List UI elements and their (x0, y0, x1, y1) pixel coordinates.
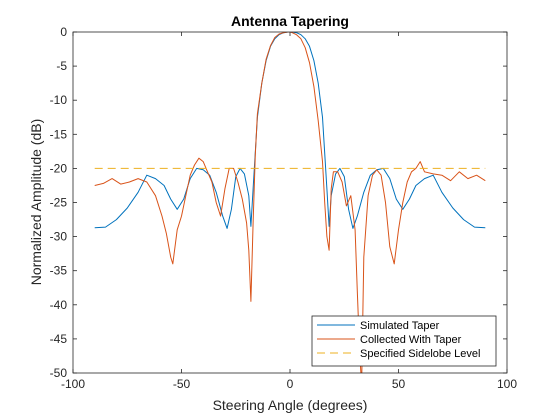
legend-label-1: Simulated Taper (360, 320, 440, 332)
y-tick-label: 0 (60, 25, 67, 39)
x-tick-label: -50 (173, 377, 191, 391)
ticks-layer: -100 -50 0 50 1000-5-10-15-20-25-30-35-40-45… (50, 25, 518, 391)
y-tick-label: -40 (50, 298, 68, 312)
y-tick-label: -20 (50, 161, 68, 175)
y-tick-label: -45 (50, 332, 68, 346)
x-tick-label: -100 (61, 377, 85, 391)
legend-label-3: Specified Sidelobe Level (360, 348, 480, 360)
x-tick-label: 100 (497, 377, 517, 391)
y-tick-label: -35 (50, 264, 68, 278)
x-tick-label: 50 (392, 377, 406, 391)
series-line-1 (94, 32, 486, 229)
y-tick-label: -50 (50, 366, 68, 380)
legend-label-2: Collected With Taper (360, 334, 462, 346)
x-tick-label: 0 (287, 377, 294, 391)
y-tick-label: -5 (56, 59, 67, 73)
y-tick-label: -10 (50, 93, 68, 107)
chart-title: Antenna Tapering (231, 13, 349, 29)
y-tick-label: -30 (50, 230, 68, 244)
series-layer (94, 32, 486, 373)
series-line-2 (94, 32, 486, 373)
legend: Simulated Taper Collected With Taper Speci… (311, 315, 497, 367)
y-axis-label: Normalized Amplitude (dB) (28, 119, 44, 286)
legend-box (311, 315, 497, 367)
x-axis-label: Steering Angle (degrees) (213, 397, 368, 413)
y-tick-label: -15 (50, 127, 68, 141)
y-tick-label: -25 (50, 196, 68, 210)
